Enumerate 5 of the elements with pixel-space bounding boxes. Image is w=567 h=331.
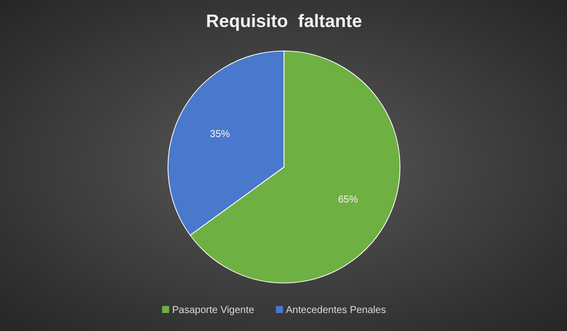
chart-title: Requisito faltante <box>206 11 362 31</box>
slice-label: Pasaporte Vigente <box>172 305 255 316</box>
legend-label: Antecedentes Penales <box>286 305 386 316</box>
data-label: 35% <box>210 128 230 140</box>
data-label: 65% <box>338 194 358 206</box>
